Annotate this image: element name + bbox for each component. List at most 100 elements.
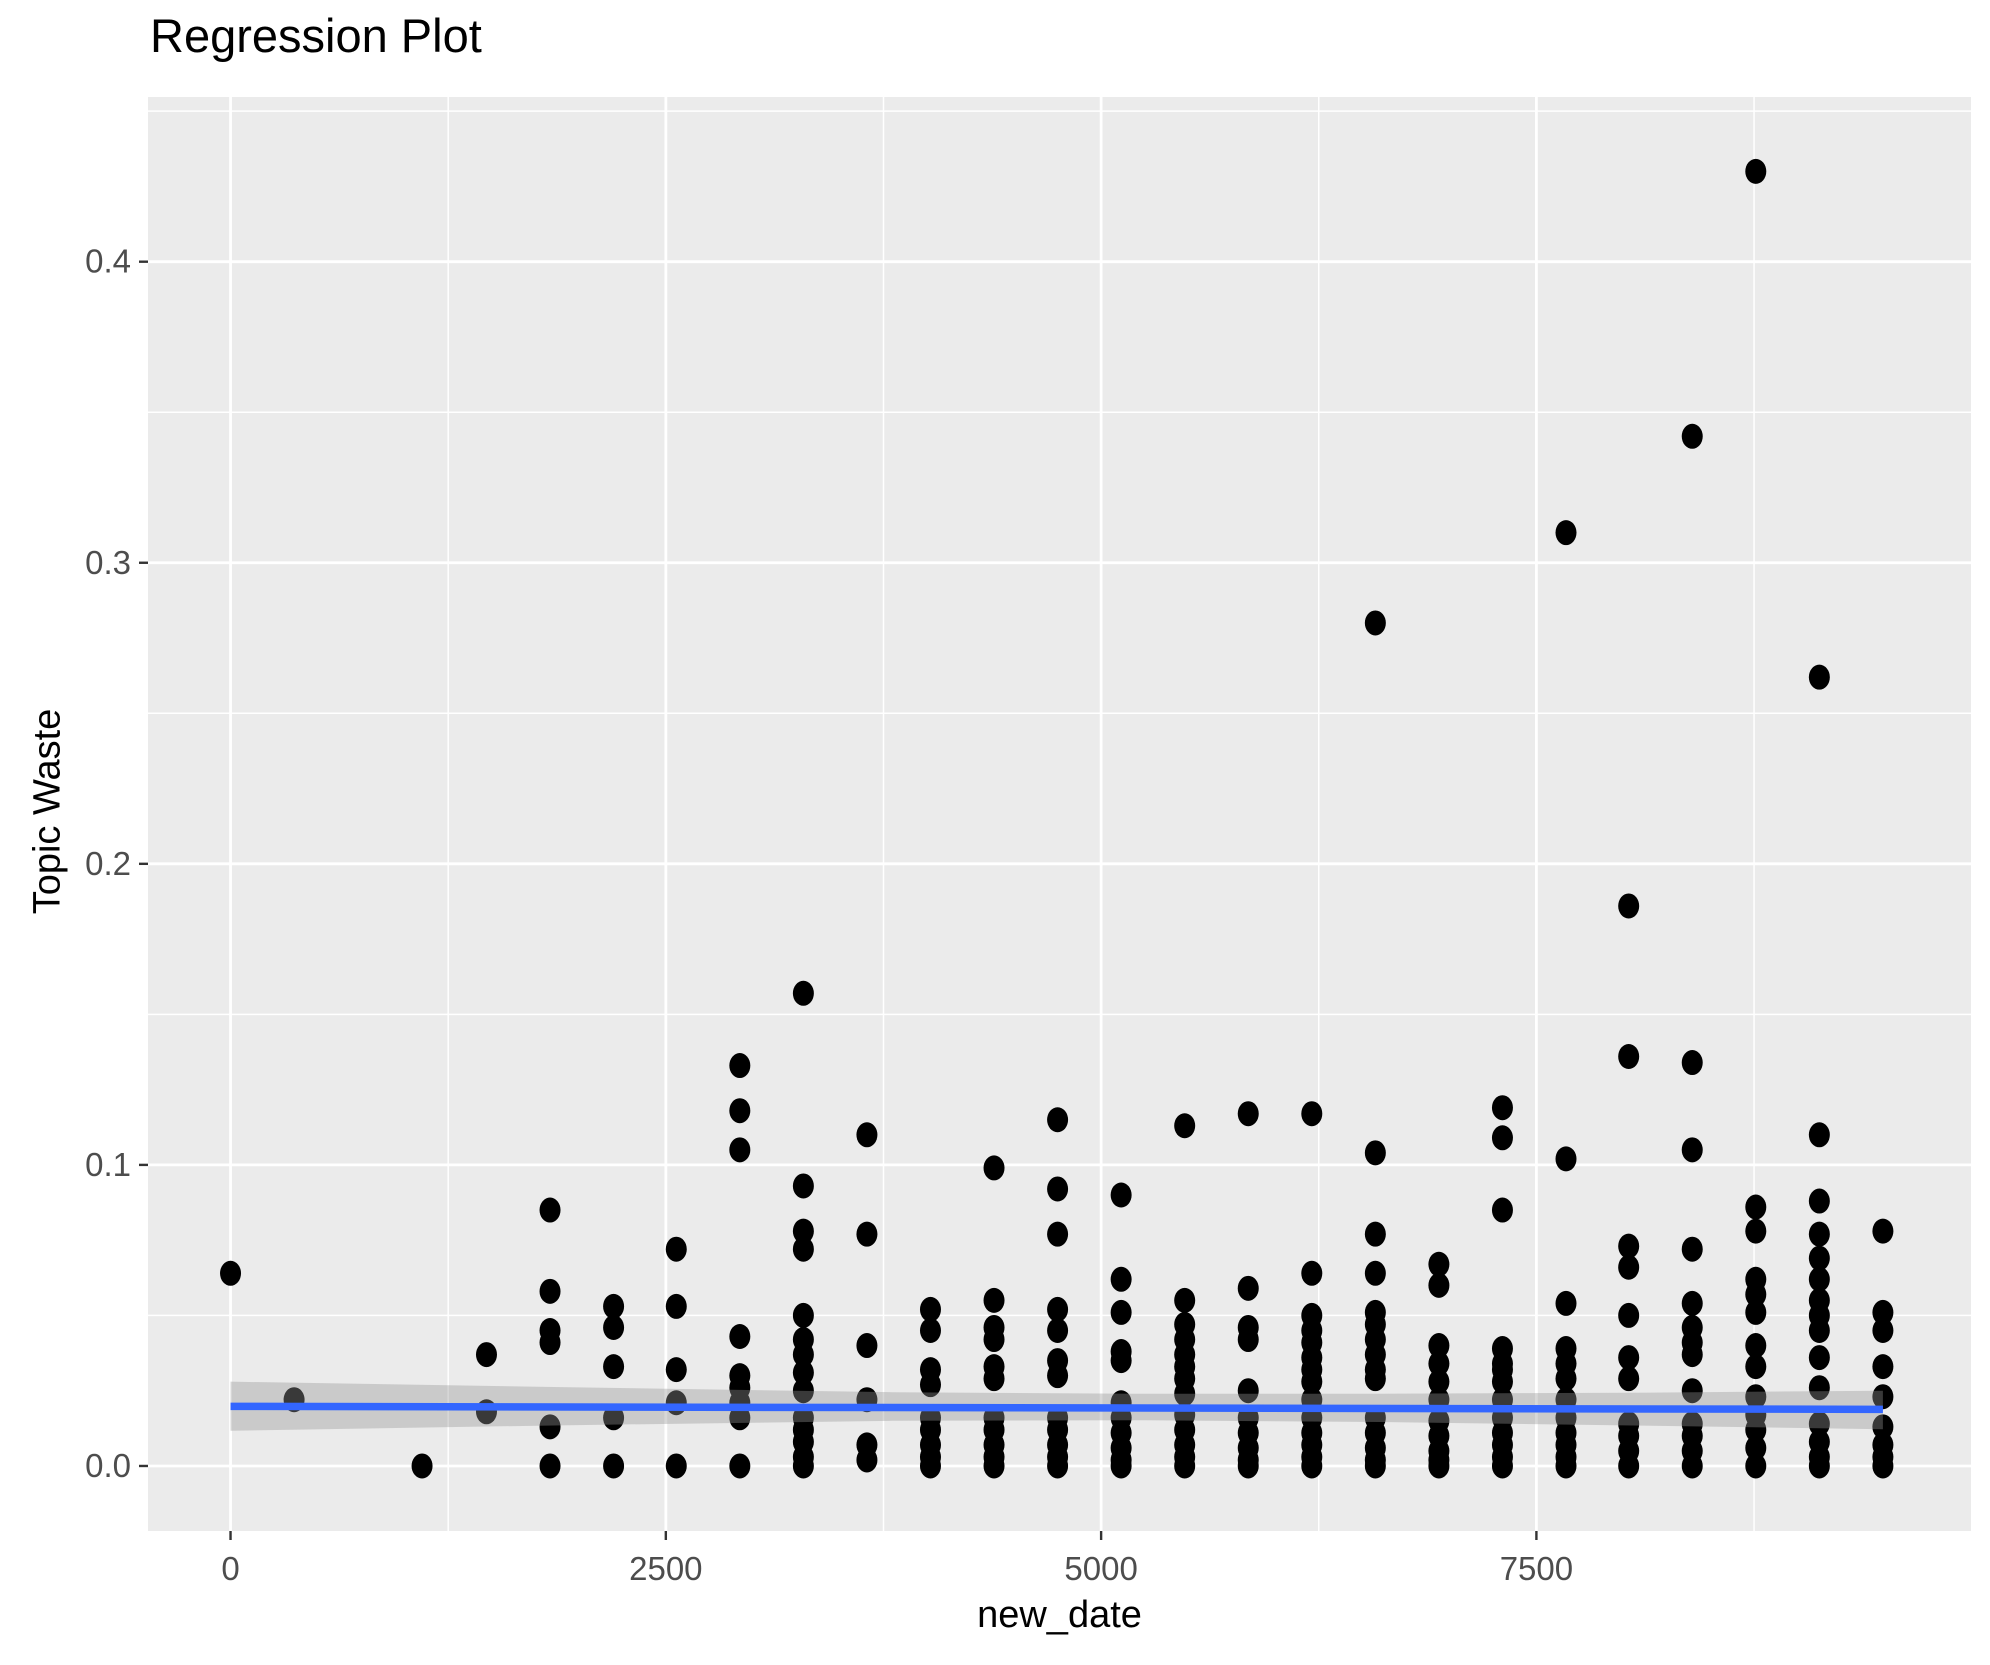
data-point [1237, 1378, 1259, 1404]
data-point [1808, 1266, 1830, 1292]
data-point [603, 1293, 625, 1319]
x-tick-label: 0 [221, 1550, 239, 1587]
data-point [1047, 1453, 1069, 1479]
data-point [919, 1317, 941, 1343]
data-point [1364, 1221, 1386, 1247]
data-point [1364, 1140, 1386, 1166]
data-point [1618, 1044, 1640, 1070]
data-point [1872, 1453, 1894, 1479]
data-point [1808, 1245, 1830, 1271]
data-point [1745, 1354, 1767, 1380]
data-point [983, 1453, 1005, 1479]
y-tick-label: 0.4 [85, 243, 131, 280]
data-point [603, 1354, 625, 1380]
y-tick-label: 0.2 [85, 845, 131, 882]
data-point [1618, 1453, 1640, 1479]
x-tick-label: 7500 [1500, 1550, 1573, 1587]
data-point [1872, 1414, 1894, 1440]
data-point [1047, 1107, 1069, 1133]
data-point [1745, 1299, 1767, 1325]
data-point [1301, 1369, 1323, 1395]
data-point [1745, 1384, 1767, 1410]
data-point [1237, 1453, 1259, 1479]
data-point [1872, 1299, 1894, 1325]
data-point [1555, 1453, 1577, 1479]
plot-title: Regression Plot [150, 9, 482, 62]
data-point [1237, 1275, 1259, 1301]
data-point [1745, 1333, 1767, 1359]
data-point [919, 1296, 941, 1322]
data-point [1301, 1101, 1323, 1127]
data-point [1808, 1221, 1830, 1247]
data-point [1428, 1351, 1450, 1377]
data-point [1872, 1218, 1894, 1244]
data-point [1047, 1296, 1069, 1322]
data-point [539, 1278, 561, 1304]
y-tick-label: 0.0 [85, 1447, 131, 1484]
data-point [1555, 1290, 1577, 1316]
data-point [1808, 1411, 1830, 1437]
data-point [729, 1405, 751, 1431]
data-point [665, 1293, 687, 1319]
data-point [1364, 1453, 1386, 1479]
data-point [856, 1333, 878, 1359]
data-point [1681, 1378, 1703, 1404]
data-point [1047, 1363, 1069, 1389]
data-point [1872, 1384, 1894, 1410]
data-point [792, 1360, 814, 1386]
data-point [729, 1098, 751, 1124]
y-axis-title: Topic Waste [26, 708, 69, 915]
x-tick-label: 5000 [1064, 1550, 1137, 1587]
data-point [220, 1260, 242, 1286]
data-point [1745, 1435, 1767, 1461]
data-point [1047, 1317, 1069, 1343]
data-point [1301, 1453, 1323, 1479]
data-point [603, 1453, 625, 1479]
data-point [1681, 1290, 1703, 1316]
data-point [1110, 1266, 1132, 1292]
data-point [1301, 1260, 1323, 1286]
data-point [983, 1155, 1005, 1181]
data-point [1745, 1453, 1767, 1479]
data-point [1110, 1348, 1132, 1374]
data-point [1681, 1137, 1703, 1163]
data-point [1110, 1453, 1132, 1479]
data-point [792, 1453, 814, 1479]
data-point [1428, 1453, 1450, 1479]
data-point [1491, 1095, 1513, 1121]
data-point [1745, 1417, 1767, 1443]
data-point [729, 1324, 751, 1350]
data-point [1174, 1287, 1196, 1313]
data-point [1808, 1188, 1830, 1214]
data-point [1808, 1453, 1830, 1479]
data-point [792, 1218, 814, 1244]
data-point [792, 1302, 814, 1328]
data-point [1618, 1254, 1640, 1280]
data-point [665, 1357, 687, 1383]
data-point [1681, 1236, 1703, 1262]
regression-line [230, 1402, 1883, 1414]
data-point [1174, 1113, 1196, 1139]
data-point [1681, 1342, 1703, 1368]
data-point [1872, 1354, 1894, 1380]
data-point [1491, 1197, 1513, 1223]
data-point [539, 1453, 561, 1479]
data-point [1618, 893, 1640, 919]
data-point [1555, 1146, 1577, 1172]
data-point [919, 1372, 941, 1398]
data-point [1808, 1122, 1830, 1148]
panel-background [148, 97, 1971, 1531]
data-point [729, 1053, 751, 1079]
data-point [1808, 1345, 1830, 1371]
y-tick-label: 0.1 [85, 1146, 131, 1183]
data-point [856, 1447, 878, 1473]
data-point [1428, 1333, 1450, 1359]
data-point [665, 1453, 687, 1479]
data-point [1681, 1050, 1703, 1076]
data-point [1808, 1375, 1830, 1401]
data-point [1745, 1281, 1767, 1307]
data-point [1618, 1233, 1640, 1259]
data-point [539, 1414, 561, 1440]
